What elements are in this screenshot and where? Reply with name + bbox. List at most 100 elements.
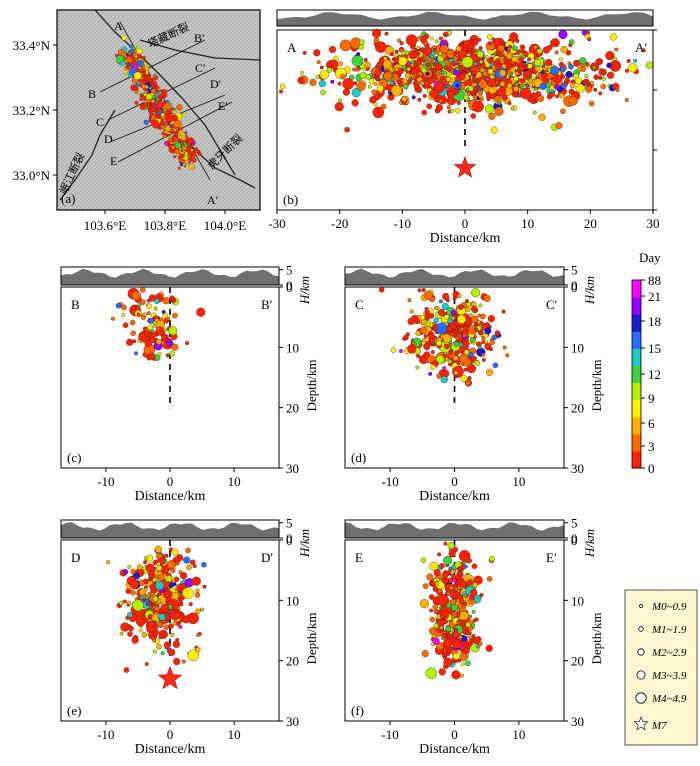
legend-label: M2~2.9: [651, 647, 687, 659]
hypocenter: [127, 631, 133, 637]
epicenter: [134, 89, 139, 94]
hypocenter: [487, 78, 497, 88]
colorbar-title: Day: [639, 250, 661, 265]
hypocenter: [435, 354, 445, 365]
hypocenter: [157, 622, 163, 628]
hypocenter: [172, 640, 180, 648]
hypocenter: [487, 58, 493, 64]
hypocenter: [558, 92, 565, 99]
hypocenter: [558, 29, 568, 40]
map-ticks: 103.6°E 103.8°E 104.0°E 33.4°N 33.2°N 33.0°N: [13, 38, 247, 233]
colorbar-tick-label: 6: [648, 416, 655, 431]
hypocenter: [600, 83, 606, 90]
hypocenter: [183, 556, 191, 564]
hypocenter: [479, 66, 484, 71]
hypocenter: [407, 344, 417, 354]
hypocenter: [453, 370, 458, 375]
hypocenter: [492, 60, 499, 67]
hypocenter: [460, 327, 465, 332]
hypocenter: [460, 652, 468, 660]
hypocenter: [429, 616, 436, 623]
hypocenter: [453, 341, 460, 347]
hypocenter: [141, 632, 147, 638]
hypocenter: [156, 565, 163, 571]
colorbar-segment: [632, 433, 641, 452]
h-axis-label: H/km: [297, 529, 312, 558]
hypocenter: [506, 82, 513, 89]
hypocenter: [195, 588, 200, 593]
hypocenter: [590, 81, 595, 86]
hypocenter: [545, 82, 552, 88]
x-tick-label: -10: [381, 727, 398, 742]
hypocenter: [192, 564, 197, 569]
hypocenter: [444, 343, 450, 350]
hypocenter: [329, 59, 339, 69]
hypocenter: [337, 61, 343, 67]
hypocenter: [465, 660, 471, 667]
hypocenter: [452, 296, 457, 301]
hypocenter: [494, 95, 502, 103]
y-tick-label: 0: [571, 280, 578, 295]
hypocenter: [151, 614, 159, 622]
hypocenter: [472, 76, 476, 81]
panel-a-label: (a): [61, 191, 75, 206]
hypocenter: [138, 628, 143, 633]
hypocenter: [398, 349, 403, 354]
hypocenter: [171, 343, 179, 351]
hypocenter: [181, 659, 186, 664]
topography-border: [344, 266, 565, 286]
hypocenter: [442, 638, 453, 648]
hypocenter: [417, 97, 422, 102]
hypocenter: [173, 609, 178, 614]
hypocenter: [467, 376, 472, 380]
hypocenter: [455, 83, 460, 88]
hypocenter: [201, 561, 207, 568]
hypocenter: [579, 57, 587, 65]
topography-profile: [61, 522, 279, 538]
epicenter: [136, 60, 144, 67]
hypocenter: [154, 298, 160, 305]
hypocenter: [122, 322, 129, 328]
y-tick-label: 0: [286, 280, 293, 295]
hypocenter: [442, 333, 452, 343]
epicenter: [164, 122, 168, 126]
y-tick-label: 20: [571, 401, 584, 416]
hypocenter: [555, 122, 563, 130]
hypocenter: [480, 313, 486, 320]
panel-label: (c): [67, 450, 81, 465]
topography-border: [344, 519, 565, 539]
hypocenter: [423, 290, 433, 300]
hypocenter: [497, 52, 504, 58]
hypocenter: [527, 57, 532, 62]
epicenter: [154, 83, 158, 87]
hypocenter: [423, 33, 430, 39]
hypocenter: [499, 69, 507, 77]
hypocenter: [338, 98, 343, 103]
y-axis-label: Depth/km: [589, 360, 604, 412]
hypocenter: [405, 72, 411, 79]
hypocenter: [568, 88, 575, 95]
hypocenter: [465, 299, 469, 303]
hypocenter: [458, 550, 471, 562]
hypocenter: [598, 69, 605, 76]
hypocenter: [550, 38, 560, 48]
hypocenter: [468, 351, 474, 358]
epicenter: [151, 119, 160, 128]
y-tick-label: 20: [286, 654, 299, 669]
hypocenter: [365, 62, 371, 68]
hypocenter: [534, 86, 538, 91]
hypocenter: [485, 644, 493, 652]
hypocenter: [452, 331, 460, 339]
hypocenter: [550, 65, 560, 76]
hypocenter: [492, 48, 497, 53]
epicenter: [155, 89, 160, 94]
hypocenter: [522, 70, 532, 80]
hypocenter: [153, 629, 159, 635]
hypocenter: [513, 75, 519, 82]
hypocenter: [471, 355, 477, 362]
hypocenter: [168, 648, 176, 656]
panel-label: (b): [283, 192, 298, 207]
epicenter: [129, 44, 134, 49]
